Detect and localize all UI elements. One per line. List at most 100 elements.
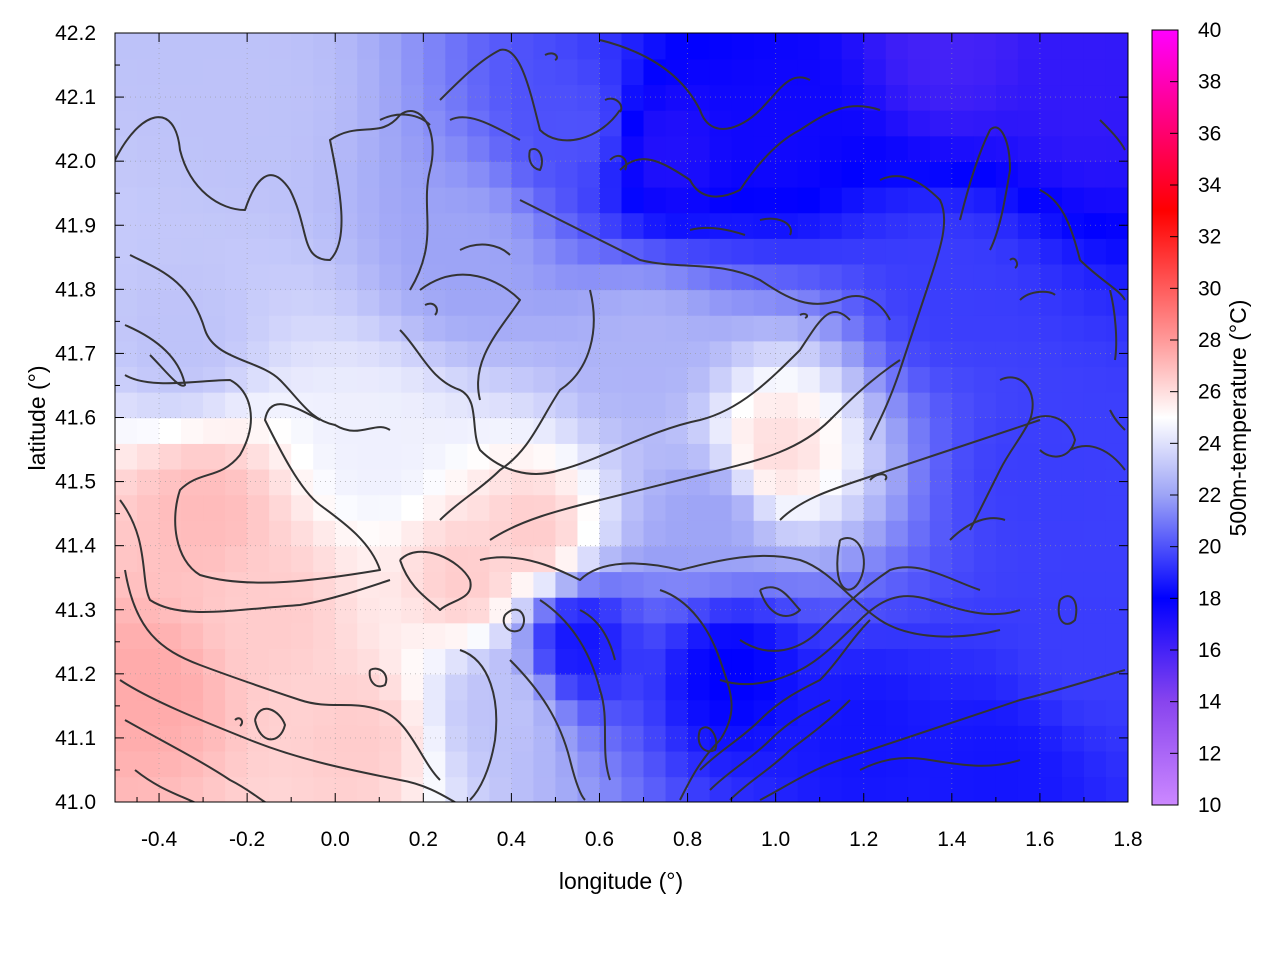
heatmap-cell [973,109,997,137]
heatmap-cell [907,84,931,111]
heatmap-cell [313,340,337,368]
heatmap-cell [379,135,403,162]
heatmap-cell [577,596,601,624]
heatmap-cell [1017,391,1041,419]
heatmap-cell [423,443,447,470]
heatmap-cell [995,776,1019,802]
heatmap-cell [489,238,513,265]
heatmap-cell [1017,238,1041,265]
heatmap-cell [797,135,821,162]
heatmap-cell [533,212,557,239]
heatmap-cell [885,417,909,444]
colorbar-tick-label: 32 [1198,226,1221,249]
heatmap-cell [599,238,623,265]
heatmap-cell [225,238,248,265]
heatmap-cell [863,161,887,188]
heatmap-cell [401,622,425,649]
heatmap-cell [467,238,491,265]
heatmap-cell [1017,596,1041,624]
heatmap-cell [269,673,292,701]
heatmap-cell [313,648,337,675]
heatmap-cell [137,238,160,265]
heatmap-cell [511,443,535,470]
heatmap-cell [665,699,689,726]
heatmap-cell [467,186,491,214]
heatmap-cell [445,58,469,86]
grid-lines [115,33,1128,802]
heatmap-cell [1017,699,1041,726]
heatmap-cell [577,725,601,752]
heatmap-cell [137,443,160,470]
heatmap-cell [181,340,204,368]
heatmap-cell [841,340,865,368]
heatmap-cell [1039,212,1063,239]
heatmap-cell [1039,135,1063,162]
heatmap-cell [973,58,997,86]
heatmap-cell [357,596,381,624]
heatmap-cell [291,340,314,368]
heatmap-cell [643,33,667,60]
heatmap-cell [929,238,953,265]
heatmap-cell [687,673,711,701]
heatmap-cell [995,161,1019,188]
heatmap-cell [1105,545,1128,573]
heatmap-cell [665,673,689,701]
heatmap-cell [929,673,953,701]
heatmap-cell [1083,186,1107,214]
heatmap-cell [115,135,138,162]
heatmap-cell [115,520,138,547]
heatmap-cell [225,520,248,547]
heatmap-cell [1083,161,1107,188]
heatmap-cell [863,545,887,573]
heatmap-cell [489,135,513,162]
heatmap-cell [533,58,557,86]
heatmap-cell [335,571,359,598]
heatmap-cell [907,417,931,444]
heatmap-cell [709,314,733,342]
heatmap-cell [885,468,909,496]
heatmap-cell [401,366,425,393]
heatmap-cell [115,443,138,470]
heatmap-cell [335,520,359,547]
heatmap-cell [181,84,204,111]
heatmap-cell [1017,417,1041,444]
heatmap-cell [115,84,138,111]
heatmap-cell [225,545,248,573]
heatmap-cell [885,33,909,60]
heatmap-cell [1105,520,1128,547]
heatmap-cell [577,571,601,598]
heatmap-cell [137,84,160,111]
heatmap-cell [753,135,777,162]
heatmap-cell [467,750,491,778]
heatmap-cell [225,33,248,60]
heatmap-cell [731,135,755,162]
heatmap-cell [973,391,997,419]
heatmap-cell [819,571,843,598]
heatmap-cell [423,725,447,752]
heatmap-cell [775,366,799,393]
heatmap-cell [511,161,535,188]
heatmap-cell [929,468,953,496]
heatmap-cell [819,494,843,521]
heatmap-cell [951,161,975,188]
heatmap-cell [423,58,447,86]
heatmap-cell [1105,571,1128,598]
heatmap-cell [291,520,314,547]
heatmap-cell [951,391,975,419]
heatmap-cell [335,84,359,111]
heatmap-cell [1061,468,1085,496]
heatmap-cell [269,314,292,342]
heatmap-cell [533,314,557,342]
heatmap-cell [621,776,645,802]
x-tick-label: 0.0 [321,828,350,851]
heatmap-cell [1039,33,1063,60]
heatmap-cell [709,545,733,573]
heatmap-cell [423,212,447,239]
heatmap-cell [445,622,469,649]
heatmap-cell [159,161,182,188]
heatmap-cell [423,468,447,496]
heatmap-cell [995,494,1019,521]
heatmap-cell [973,648,997,675]
heatmap-cell [357,314,381,342]
heatmap-cell [137,186,160,214]
